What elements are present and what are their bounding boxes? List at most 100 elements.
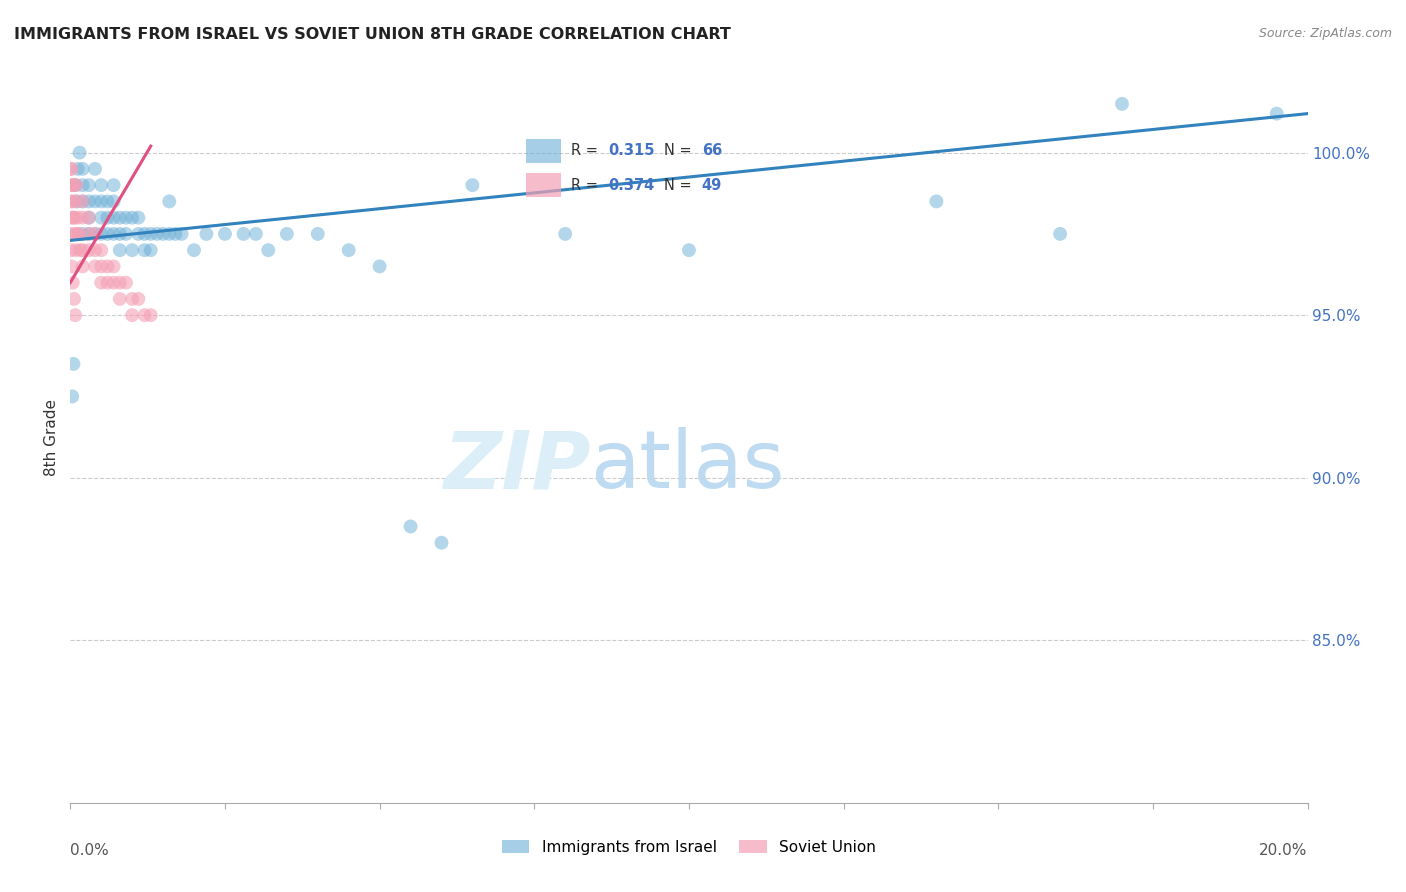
Point: [90, 227, 112, 241]
Point: [72, 260, 94, 274]
Point: [90, 276, 112, 290]
Point: [66, 211, 89, 225]
Point: [399, 519, 422, 533]
Point: [108, 227, 131, 241]
Point: [257, 243, 280, 257]
Point: [108, 243, 131, 257]
Point: [103, 194, 125, 209]
Point: [65, 243, 87, 257]
Point: [127, 211, 149, 225]
Point: [65, 178, 87, 193]
Text: Source: ZipAtlas.com: Source: ZipAtlas.com: [1258, 27, 1392, 40]
Point: [72, 194, 94, 209]
Point: [678, 243, 700, 257]
Point: [461, 178, 484, 193]
Point: [96, 194, 118, 209]
Point: [103, 260, 125, 274]
Point: [108, 211, 131, 225]
Point: [60, 161, 83, 176]
Point: [1111, 96, 1133, 111]
Point: [90, 211, 112, 225]
Point: [60, 178, 83, 193]
Bar: [526, 173, 561, 197]
Point: [214, 227, 236, 241]
Point: [84, 260, 107, 274]
Legend: Immigrants from Israel, Soviet Union: Immigrants from Israel, Soviet Union: [496, 834, 882, 861]
Point: [115, 276, 138, 290]
Text: R =: R =: [571, 178, 602, 193]
Point: [183, 243, 205, 257]
Point: [139, 243, 162, 257]
Point: [59, 227, 82, 241]
Point: [65, 194, 87, 209]
Point: [90, 260, 112, 274]
Point: [430, 535, 453, 549]
Point: [62, 276, 84, 290]
Text: 0.374: 0.374: [607, 178, 654, 193]
Point: [84, 194, 107, 209]
Point: [62, 194, 84, 209]
Point: [307, 227, 329, 241]
Point: [925, 194, 948, 209]
Point: [554, 227, 576, 241]
Point: [65, 308, 87, 322]
Point: [127, 227, 149, 241]
Point: [170, 227, 193, 241]
Point: [139, 227, 162, 241]
Point: [65, 178, 87, 193]
Point: [60, 260, 83, 274]
Point: [77, 227, 100, 241]
Point: [59, 211, 82, 225]
Point: [96, 211, 118, 225]
Point: [90, 243, 112, 257]
Point: [72, 178, 94, 193]
Point: [368, 260, 391, 274]
Point: [103, 276, 125, 290]
Point: [77, 211, 100, 225]
Point: [232, 227, 254, 241]
Point: [146, 227, 169, 241]
Point: [165, 227, 187, 241]
Point: [96, 227, 118, 241]
Point: [59, 178, 82, 193]
Point: [77, 227, 100, 241]
Point: [157, 194, 180, 209]
Point: [72, 161, 94, 176]
Point: [103, 178, 125, 193]
Bar: [526, 139, 561, 163]
Text: IMMIGRANTS FROM ISRAEL VS SOVIET UNION 8TH GRADE CORRELATION CHART: IMMIGRANTS FROM ISRAEL VS SOVIET UNION 8…: [14, 27, 731, 42]
Point: [60, 389, 83, 403]
Point: [63, 178, 86, 193]
Text: 0.0%: 0.0%: [70, 843, 110, 858]
Text: 20.0%: 20.0%: [1260, 843, 1308, 858]
Point: [103, 227, 125, 241]
Point: [84, 227, 107, 241]
Text: atlas: atlas: [591, 427, 785, 506]
Point: [67, 227, 90, 241]
Point: [77, 178, 100, 193]
Point: [90, 178, 112, 193]
Point: [69, 145, 91, 160]
Point: [1049, 227, 1071, 241]
Point: [63, 211, 86, 225]
Point: [245, 227, 267, 241]
Point: [103, 211, 125, 225]
Point: [63, 292, 86, 306]
Point: [121, 211, 143, 225]
Point: [72, 227, 94, 241]
Point: [84, 227, 107, 241]
Point: [65, 194, 87, 209]
Point: [121, 243, 143, 257]
Point: [77, 194, 100, 209]
Point: [59, 243, 82, 257]
Point: [1265, 106, 1288, 120]
Point: [96, 276, 118, 290]
Point: [62, 357, 84, 371]
Text: R =: R =: [571, 144, 602, 158]
Text: 0.315: 0.315: [607, 144, 655, 158]
Point: [72, 243, 94, 257]
Point: [84, 161, 107, 176]
Point: [84, 243, 107, 257]
Point: [108, 292, 131, 306]
Point: [115, 211, 138, 225]
